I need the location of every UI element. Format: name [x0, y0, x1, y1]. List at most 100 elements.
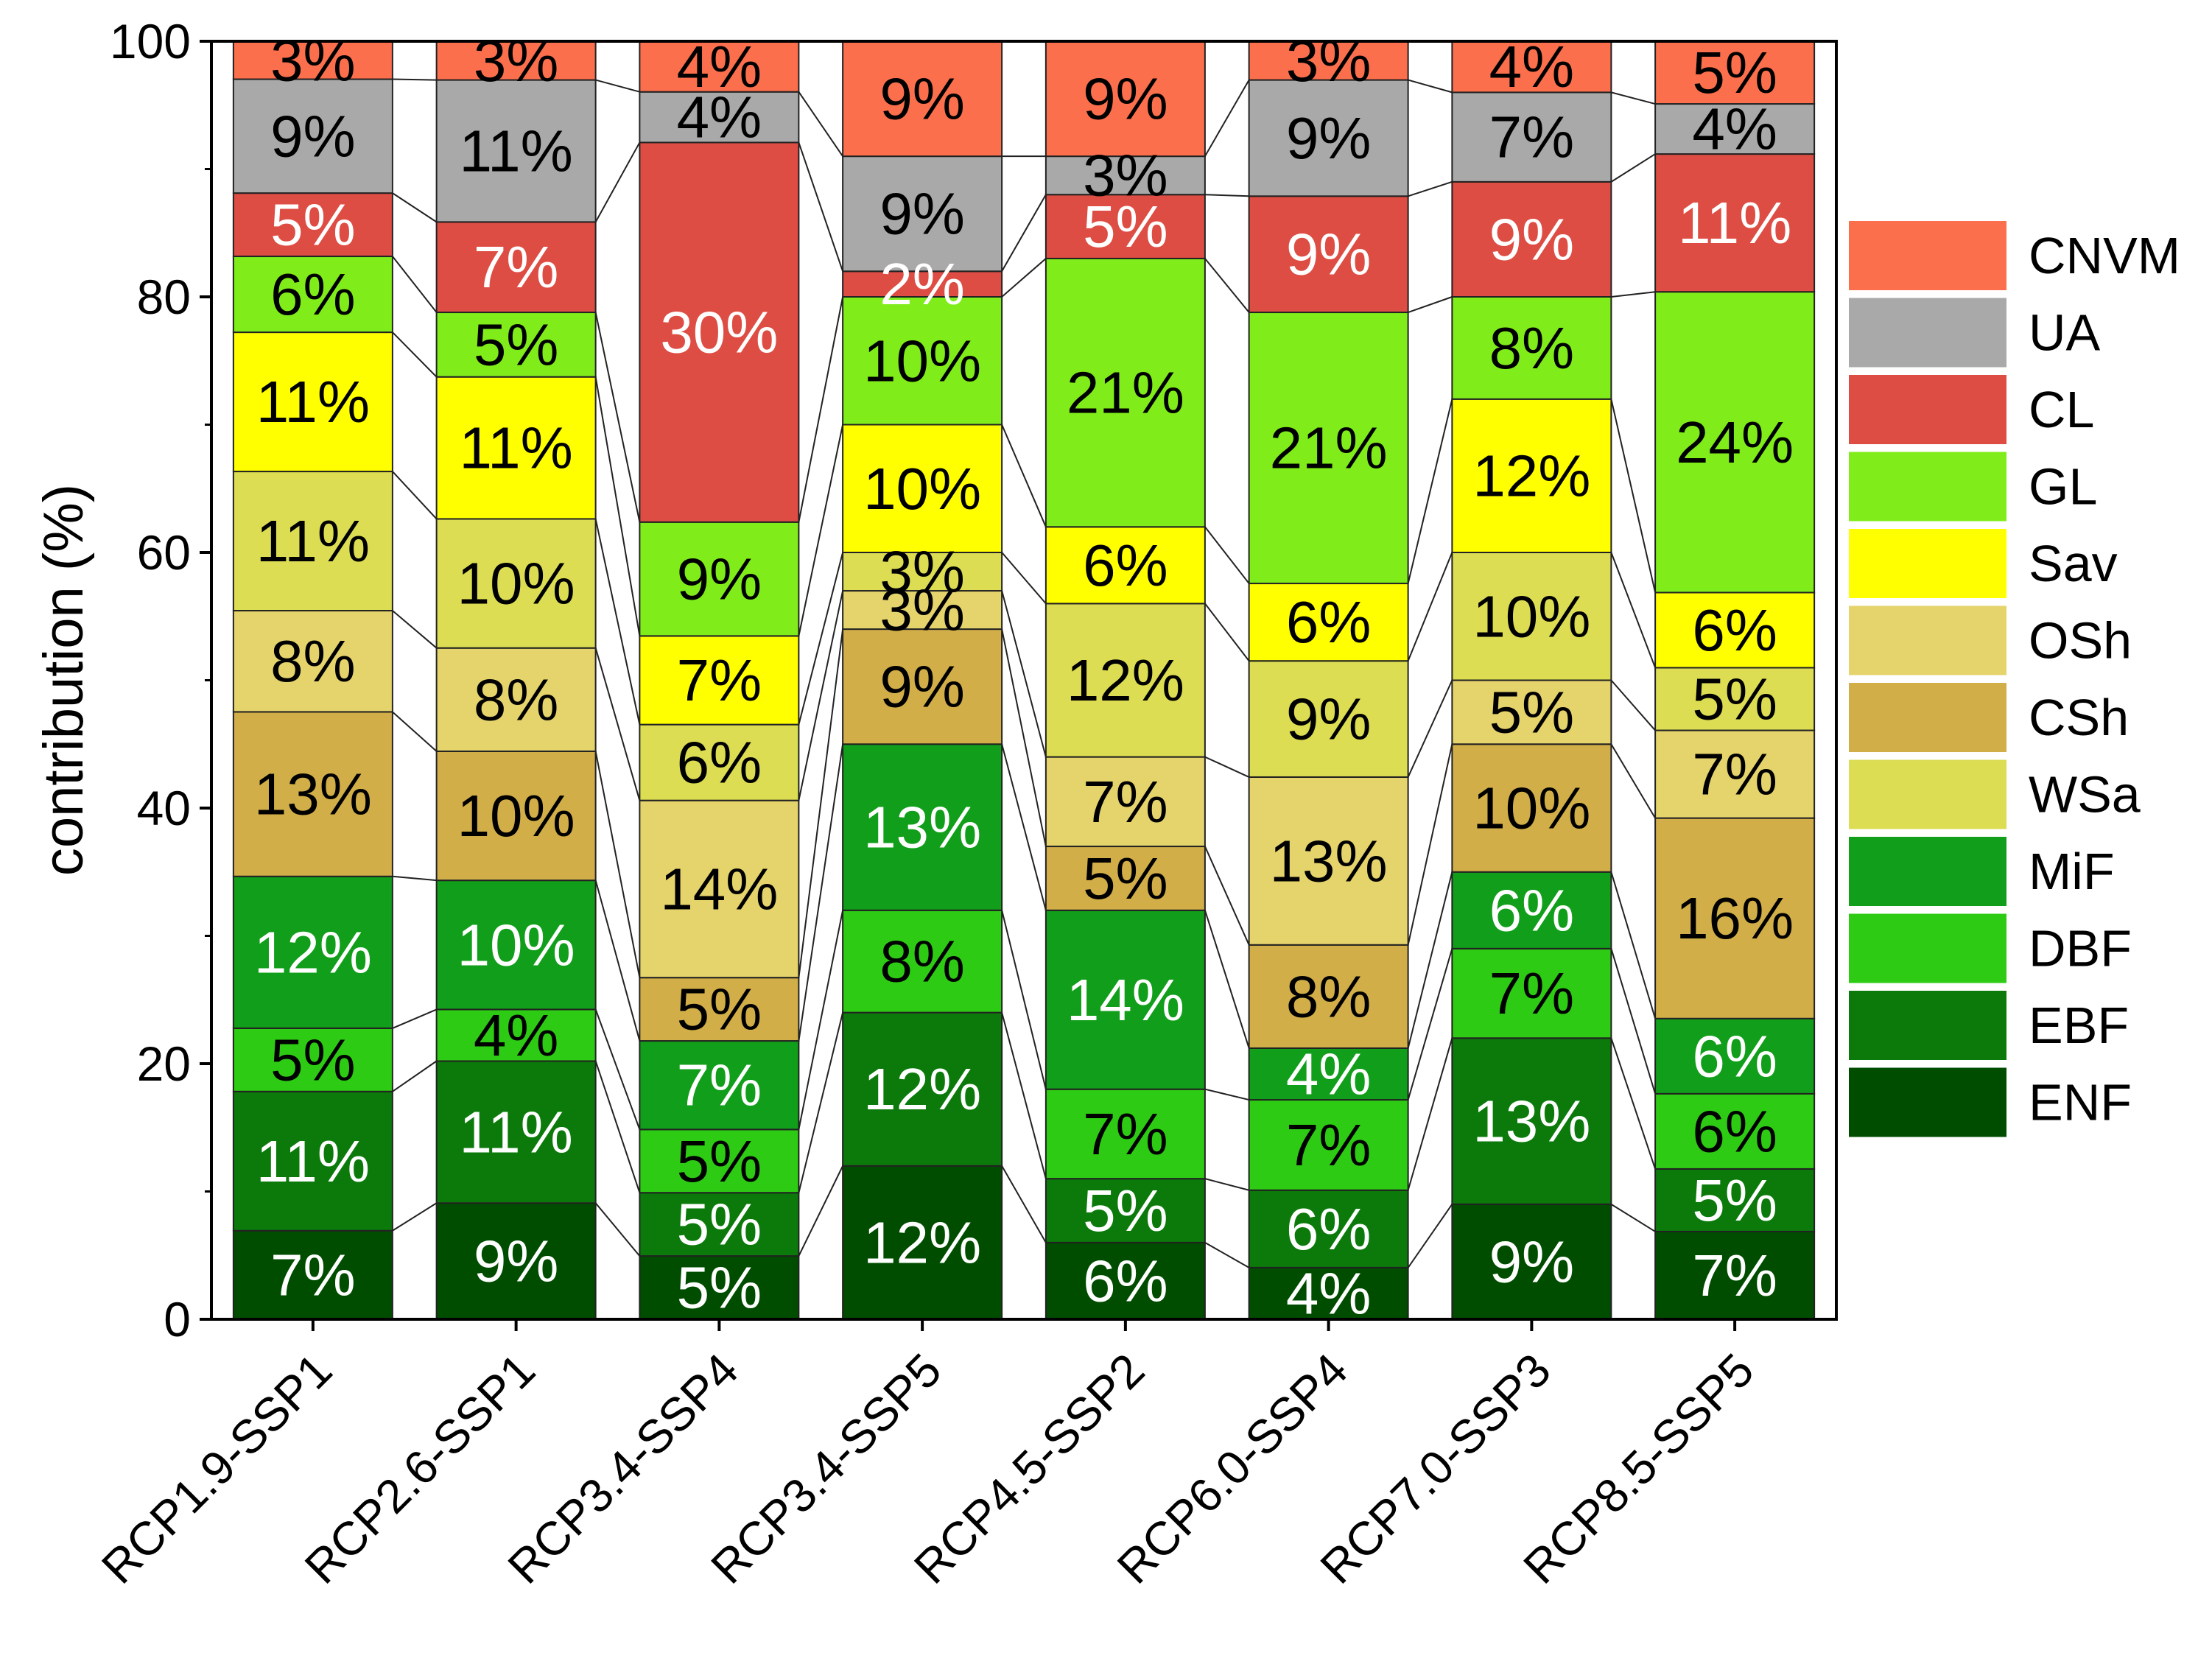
segment-label-mif-3: 7% — [677, 1053, 762, 1118]
legend-swatch-ua — [1849, 298, 2006, 368]
bar-segment-sav-1 — [232, 331, 393, 473]
segment-label-ua-4: 9% — [879, 181, 965, 247]
legend-swatch-gl — [1849, 452, 2006, 522]
connector-line — [798, 142, 844, 272]
segment-label-sav-3: 7% — [677, 647, 762, 713]
bar-segment-ua-4 — [842, 155, 1003, 273]
connector-line — [1204, 846, 1250, 946]
segment-label-ua-2: 11% — [460, 118, 573, 183]
bar-segment-dbf-7 — [1451, 947, 1612, 1039]
connector-line — [1407, 680, 1453, 778]
segment-label-osh-6: 13% — [1270, 828, 1388, 894]
connector-line — [594, 1061, 641, 1193]
bar-segment-wsa-1 — [232, 471, 393, 612]
connector-line — [594, 647, 641, 801]
segment-label-enf-5: 6% — [1083, 1248, 1168, 1313]
segment-label-gl-6: 21% — [1270, 415, 1388, 481]
connector-line — [594, 751, 641, 978]
segment-label-mif-2: 10% — [457, 912, 575, 977]
connector-line — [392, 471, 438, 520]
segment-label-mif-1: 12% — [254, 919, 372, 985]
bar-segment-wsa-5 — [1044, 603, 1206, 758]
bar-segment-cnvm-7 — [1451, 41, 1612, 94]
bar-segment-ebf-3 — [639, 1192, 800, 1257]
legend-label-cl: CL — [2029, 381, 2094, 438]
bar-segment-gl-1 — [232, 256, 393, 334]
legend-label-osh: OSh — [2029, 612, 2132, 670]
segment-label-mif-6: 4% — [1286, 1042, 1372, 1107]
bar-segment-dbf-4 — [842, 909, 1003, 1014]
connector-line — [1204, 526, 1250, 584]
connector-lines — [392, 78, 1657, 1268]
segment-label-osh-5: 7% — [1083, 769, 1168, 835]
legend-swatch-enf — [1849, 1067, 2006, 1137]
bar-segment-csh-1 — [232, 711, 393, 877]
segment-label-cl-3: 30% — [660, 300, 778, 365]
bar-segment-wsa-4 — [842, 552, 1003, 592]
connector-line — [1610, 1204, 1656, 1232]
bar-segment-mif-6 — [1248, 1047, 1409, 1101]
connector-line — [798, 910, 844, 1130]
connector-line — [1610, 552, 1657, 668]
bar-segment-ua-3 — [639, 91, 800, 144]
segment-label-ebf-4: 12% — [863, 1056, 981, 1122]
segment-label-sav-7: 12% — [1472, 443, 1590, 508]
bar-segment-dbf-6 — [1248, 1099, 1409, 1191]
legend-label-sav: Sav — [2029, 535, 2118, 592]
legend-label-wsa: WSa — [2029, 766, 2141, 824]
connector-line — [1204, 910, 1250, 1049]
legend-label-ebf: EBF — [2029, 997, 2129, 1054]
segment-label-cl-1: 5% — [270, 192, 356, 258]
segment-label-sav-2: 11% — [460, 415, 573, 481]
segment-label-enf-6: 4% — [1286, 1260, 1372, 1326]
segment-label-cnvm-3: 4% — [677, 34, 762, 99]
connector-line — [1610, 679, 1656, 731]
bar-segment-ebf-4 — [842, 1011, 1003, 1167]
segment-label-osh-2: 8% — [474, 667, 559, 732]
connector-line — [392, 1060, 438, 1092]
bar-segment-ebf-2 — [435, 1060, 597, 1204]
bar-stacks: 7% 11% 5% 12% 13% 8% 11% 11% 6% 5% 9% 3% 9% 11% 4% 10% 1… — [232, 27, 1816, 1326]
segment-label-sav-6: 6% — [1286, 589, 1372, 655]
connector-line — [1610, 948, 1657, 1095]
bar-segment-ebf-1 — [232, 1090, 393, 1232]
segment-label-cnvm-7: 4% — [1489, 34, 1575, 99]
legend-swatch-ebf — [1849, 991, 2006, 1060]
legend-swatch-cnvm — [1849, 221, 2006, 290]
segment-label-osh-4: 3% — [879, 578, 965, 643]
segment-label-cnvm-8: 5% — [1692, 40, 1777, 105]
bar-segment-gl-3 — [639, 521, 800, 637]
connector-line — [1407, 744, 1453, 945]
connector-line — [1001, 1012, 1047, 1179]
connector-line — [1610, 153, 1656, 183]
segment-label-ebf-7: 13% — [1472, 1089, 1590, 1154]
segment-label-csh-4: 9% — [879, 654, 965, 720]
segment-label-csh-7: 10% — [1472, 776, 1590, 841]
segment-label-enf-1: 7% — [270, 1242, 356, 1307]
segment-label-wsa-1: 11% — [256, 508, 370, 574]
bar-segment-cnvm-2 — [435, 41, 597, 81]
segment-label-sav-1: 11% — [256, 369, 370, 435]
connector-line — [1611, 91, 1656, 105]
bar-segment-ua-1 — [232, 78, 393, 194]
bar-segment-dbf-1 — [232, 1027, 393, 1092]
segment-label-cl-2: 7% — [474, 234, 559, 300]
connector-line — [798, 628, 844, 978]
legend-swatch-dbf — [1849, 913, 2006, 983]
legend-label-cnvm: CNVM — [2029, 227, 2180, 284]
bar-segment-osh-8 — [1654, 729, 1816, 819]
segment-label-ebf-1: 11% — [256, 1128, 370, 1194]
segment-label-dbf-6: 7% — [1286, 1112, 1372, 1178]
bar-segment-osh-5 — [1044, 756, 1206, 848]
segment-label-wsa-7: 10% — [1472, 583, 1590, 649]
segment-label-enf-3: 5% — [677, 1255, 762, 1321]
bar-segment-csh-2 — [435, 750, 597, 882]
bar-segment-mif-7 — [1451, 871, 1612, 949]
connector-line — [1204, 1088, 1249, 1101]
connector-line — [1204, 258, 1250, 313]
connector-line — [798, 590, 844, 801]
connector-line — [1204, 80, 1250, 157]
segment-label-osh-1: 8% — [270, 628, 356, 694]
legend: CNVM UA CL GL Sav OSh CSh WSa MiF DBF EBF ENF — [1849, 221, 2180, 1137]
segment-label-mif-4: 13% — [863, 795, 981, 860]
